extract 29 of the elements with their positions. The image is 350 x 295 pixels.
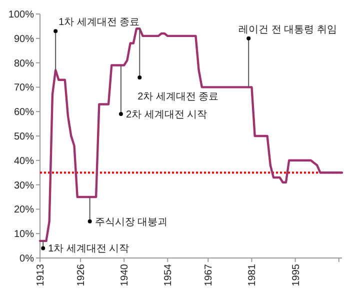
annotation: 1차 세계대전 시작 [41,240,130,255]
y-tick-label: 80% [14,58,34,70]
annotation: 1차 세계대전 시작 [48,244,130,255]
y-tick-label: 60% [14,107,34,118]
x-tick-label: 1913 [36,264,46,286]
x-tick-label: 1967 [204,264,215,286]
y-tick-label: 70% [14,82,34,94]
y-tick-label: 40% [14,156,34,167]
annotation: 2차 세계대전 종료 [138,91,219,102]
x-tick-label: 1981 [247,264,258,286]
annotation: 레이건 전 대통령 취임 [238,24,337,36]
x-tick-label: 1954 [163,264,174,286]
y-tick-label: 100% [8,10,34,20]
x-tick-label: 1995 [290,264,302,286]
annotation: 레이건 전 대통령 취임 [238,24,337,88]
annotation: 주식시장 대붕괴 [94,216,168,228]
x-tick-label: 1926 [76,264,87,286]
annotation: 주식시장 대붕괴 [88,196,168,228]
annotation: 2차 세계대전 시작 [126,110,208,121]
annotation: 2차 세계대전 종료 [138,28,219,102]
y-tick-label: 30% [14,180,34,192]
x-tick-label: 1940 [120,264,131,286]
y-tick-label: 20% [14,204,34,216]
annotation: 1차 세계대전 종료 [58,17,140,28]
y-tick-label: 90% [14,34,34,45]
y-tick-label: 0% [20,254,34,264]
annotation: 1차 세계대전 종료 [54,17,140,71]
y-tick-label: 50% [14,132,34,142]
y-tick-label: 10% [14,229,34,240]
